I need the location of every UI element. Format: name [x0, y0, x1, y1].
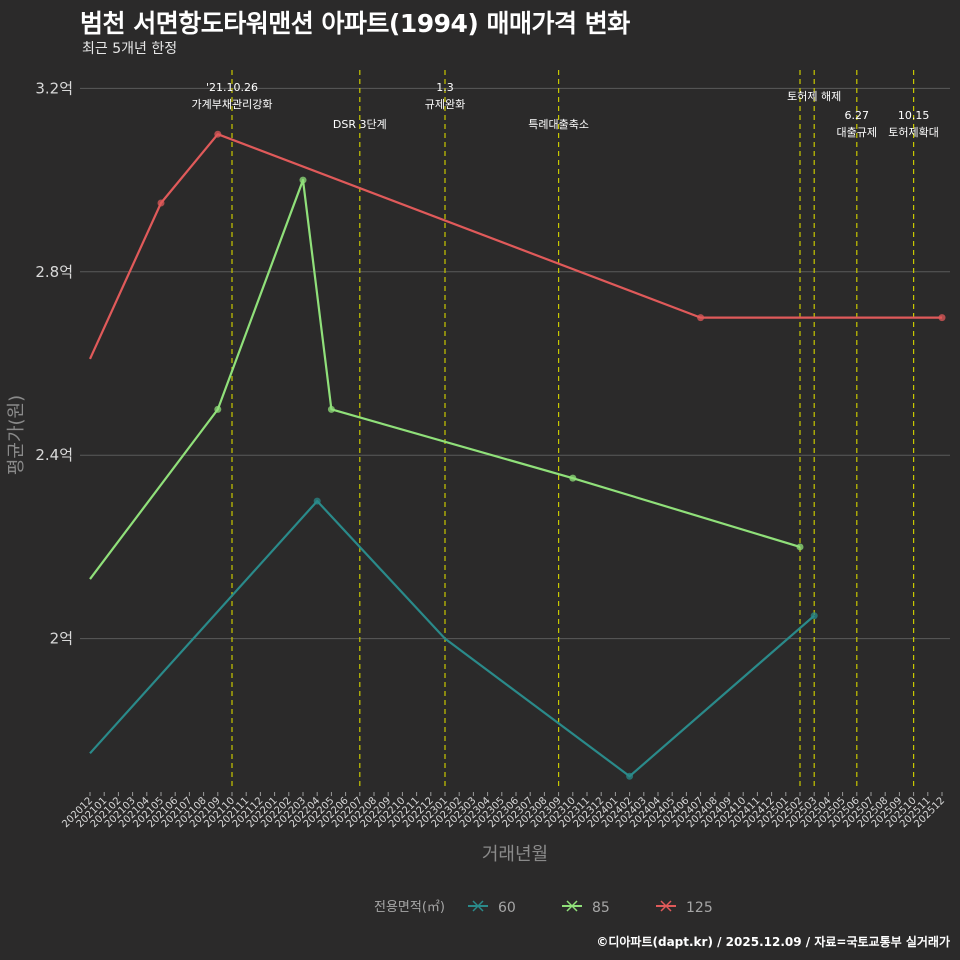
data-point-60 — [810, 612, 818, 620]
y-tick-label: 2.4억 — [35, 446, 73, 464]
data-point-125 — [938, 314, 946, 322]
chart-subtitle: 최근 5개년 한정 — [82, 41, 178, 57]
data-point-125 — [697, 314, 705, 322]
data-point-125 — [157, 199, 165, 207]
legend-title: 전용면적(㎡) — [374, 900, 445, 915]
legend-label-125: 125 — [686, 900, 713, 916]
data-point-85 — [214, 405, 222, 413]
event-annotation: 가계부채관리강화 — [192, 98, 273, 111]
legend-key-x-125 — [660, 900, 672, 912]
event-annotation: 10.15 — [898, 109, 930, 122]
y-tick-label: 2.8억 — [35, 263, 73, 281]
event-annotation: 6.27 — [845, 109, 870, 122]
series-lines — [88, 130, 946, 780]
data-point-60 — [313, 497, 321, 505]
data-point-85 — [796, 543, 804, 551]
event-annotation: 1.3 — [436, 81, 454, 94]
event-annotation: 규제완화 — [425, 98, 465, 111]
series-line-60 — [89, 499, 815, 778]
y-axis-ticks: 2억 2.4억 2.8억 3.2억 — [35, 79, 73, 647]
y-axis-title: 평균가(원) — [6, 395, 27, 475]
event-annotation: 토허제확대 — [888, 126, 939, 139]
data-point-85 — [327, 405, 335, 413]
grid-lines — [80, 87, 950, 640]
event-annotation: 토허제 해제 — [787, 89, 841, 103]
event-annotation: DSR 3단계 — [333, 118, 387, 131]
data-point-85 — [299, 176, 307, 184]
event-annotation: 특례대출축소 — [528, 118, 589, 131]
series-line-85 — [89, 178, 801, 580]
legend-key-x-85 — [566, 900, 578, 912]
data-point-85 — [569, 474, 577, 482]
legend-label-85: 85 — [592, 900, 610, 916]
legend-key-x-60 — [472, 900, 484, 912]
x-axis-title: 거래년월 — [482, 844, 548, 865]
x-axis-ticks: 2020122021012021022021032021042021052021… — [60, 792, 947, 830]
data-point-60 — [626, 772, 634, 780]
legend-label-60: 60 — [498, 900, 516, 916]
y-tick-label: 3.2억 — [35, 79, 73, 97]
source-caption: ©디아파트(dapt.kr) / 2025.12.09 / 자료=국토교통부 실… — [596, 935, 950, 949]
chart-title: 범천 서면항도타워맨션 아파트(1994) 매매가격 변화 — [80, 9, 630, 38]
data-point-125 — [214, 130, 222, 138]
event-annotation: '21.10.26 — [206, 81, 258, 94]
y-tick-label: 2억 — [50, 630, 73, 648]
legend: 전용면적(㎡) 60 85 125 — [374, 900, 713, 916]
event-annotation: 대출규제 — [837, 126, 877, 139]
